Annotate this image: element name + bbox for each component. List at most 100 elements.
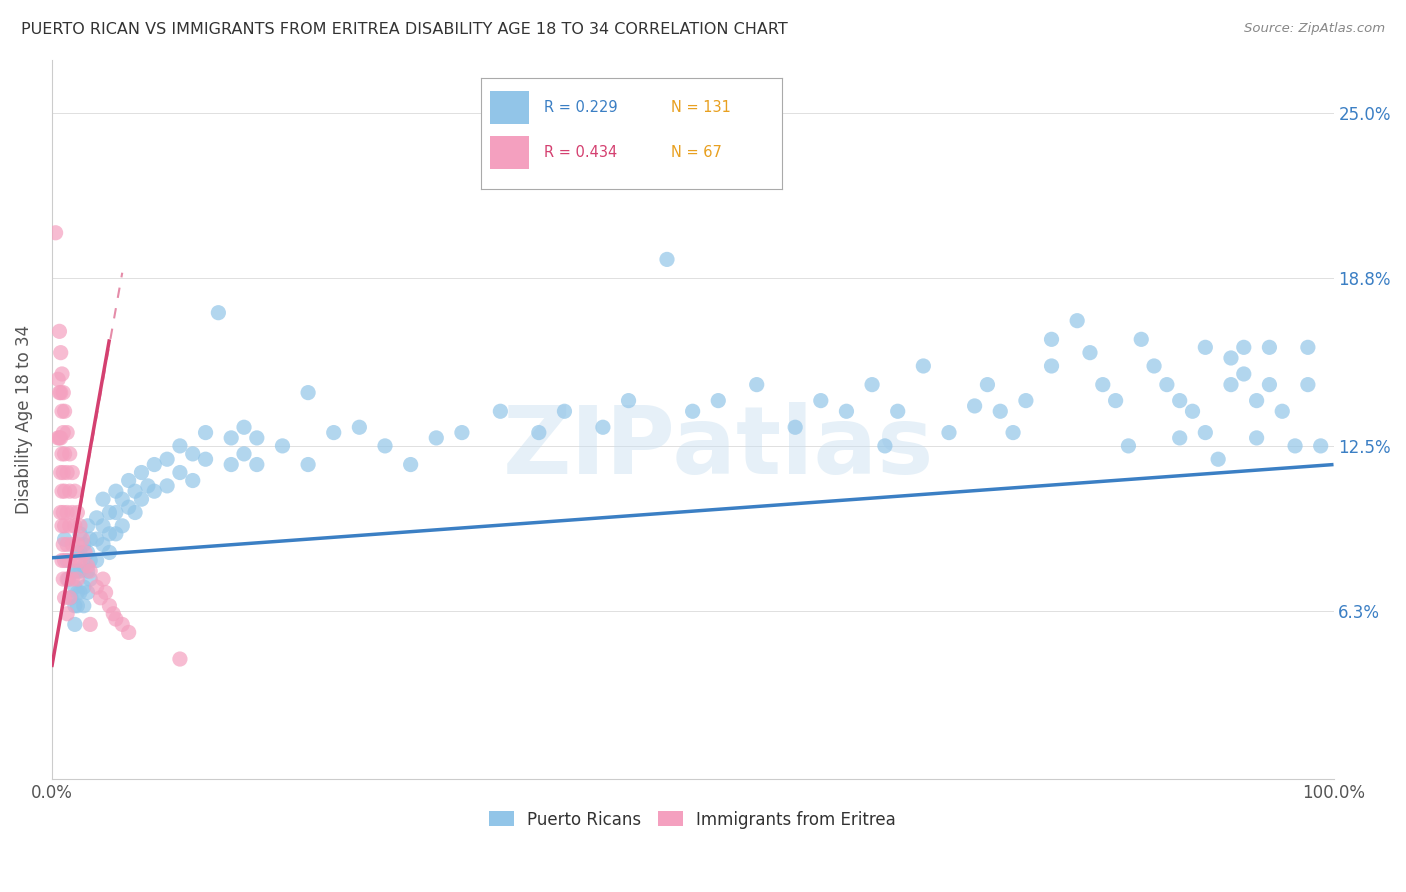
Point xyxy=(53,484,76,499)
Point xyxy=(233,420,256,434)
Point xyxy=(63,564,86,578)
Point xyxy=(63,599,86,613)
Point xyxy=(56,553,79,567)
Point xyxy=(131,492,153,507)
Point xyxy=(51,553,73,567)
Point xyxy=(143,484,166,499)
Point xyxy=(553,404,575,418)
Point xyxy=(1143,359,1166,373)
Point xyxy=(46,431,69,445)
Point xyxy=(207,306,229,320)
Point xyxy=(1246,393,1268,408)
Point xyxy=(53,518,76,533)
Point xyxy=(1002,425,1025,440)
Point xyxy=(66,506,89,520)
Point xyxy=(51,404,73,418)
Point xyxy=(51,447,73,461)
Point xyxy=(79,532,101,546)
Point xyxy=(297,385,319,400)
Point xyxy=(785,420,807,434)
Point xyxy=(194,425,217,440)
Point xyxy=(58,572,80,586)
Point xyxy=(59,553,82,567)
Point xyxy=(181,474,204,488)
Text: Source: ZipAtlas.com: Source: ZipAtlas.com xyxy=(1244,22,1385,36)
Point xyxy=(169,439,191,453)
Point xyxy=(143,458,166,472)
Point xyxy=(156,479,179,493)
Point xyxy=(963,399,986,413)
Point xyxy=(59,484,82,499)
Point xyxy=(1194,425,1216,440)
Point xyxy=(1220,351,1243,365)
Text: ZIPatlas: ZIPatlas xyxy=(502,402,934,494)
Point xyxy=(1258,377,1281,392)
Point xyxy=(91,537,114,551)
Point xyxy=(69,585,91,599)
Point xyxy=(63,518,86,533)
Point xyxy=(72,532,94,546)
Point xyxy=(1246,431,1268,445)
Point xyxy=(63,484,86,499)
Point xyxy=(938,425,960,440)
Point xyxy=(60,537,83,551)
Point xyxy=(66,585,89,599)
Point xyxy=(425,431,447,445)
Point xyxy=(886,404,908,418)
Point xyxy=(51,518,73,533)
Point xyxy=(118,500,141,515)
Point xyxy=(219,431,242,445)
Point xyxy=(60,506,83,520)
Point xyxy=(1118,439,1140,453)
Point xyxy=(56,572,79,586)
Point xyxy=(59,447,82,461)
Point xyxy=(46,372,69,386)
Point xyxy=(98,545,121,559)
Point xyxy=(1233,367,1256,381)
Point xyxy=(48,385,70,400)
Point xyxy=(69,553,91,567)
Point xyxy=(79,564,101,578)
Point xyxy=(51,484,73,499)
Point xyxy=(76,518,98,533)
Point xyxy=(73,558,96,573)
Point xyxy=(1130,332,1153,346)
Point xyxy=(76,585,98,599)
Point xyxy=(60,572,83,586)
Point xyxy=(59,518,82,533)
Point xyxy=(1181,404,1204,418)
Point xyxy=(1040,359,1063,373)
Point xyxy=(59,591,82,605)
Point xyxy=(1296,377,1319,392)
Point xyxy=(66,564,89,578)
Point xyxy=(49,385,72,400)
Point xyxy=(53,447,76,461)
Point xyxy=(399,458,422,472)
Point xyxy=(104,526,127,541)
Point xyxy=(104,612,127,626)
Point xyxy=(45,226,67,240)
Point xyxy=(56,537,79,551)
Y-axis label: Disability Age 18 to 34: Disability Age 18 to 34 xyxy=(15,325,32,514)
Point xyxy=(1040,332,1063,346)
Point xyxy=(56,466,79,480)
Point xyxy=(451,425,474,440)
Point xyxy=(79,572,101,586)
Point xyxy=(51,367,73,381)
Point xyxy=(136,479,159,493)
Point xyxy=(49,431,72,445)
Text: PUERTO RICAN VS IMMIGRANTS FROM ERITREA DISABILITY AGE 18 TO 34 CORRELATION CHAR: PUERTO RICAN VS IMMIGRANTS FROM ERITREA … xyxy=(21,22,787,37)
Point xyxy=(48,324,70,338)
Point xyxy=(69,518,91,533)
Point xyxy=(169,652,191,666)
Point xyxy=(111,518,134,533)
Point xyxy=(988,404,1011,418)
Point xyxy=(66,545,89,559)
Point xyxy=(86,511,108,525)
Point xyxy=(98,599,121,613)
Point xyxy=(233,447,256,461)
Point xyxy=(56,607,79,621)
Point xyxy=(860,377,883,392)
Point xyxy=(111,492,134,507)
Point xyxy=(124,484,146,499)
